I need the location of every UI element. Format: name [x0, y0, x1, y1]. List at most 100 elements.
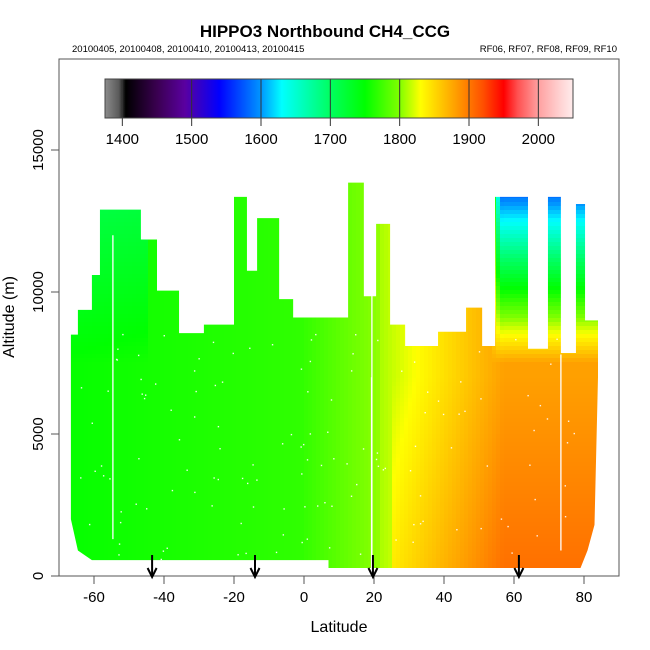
- curtain-cell: [180, 198, 184, 202]
- curtain-cell: [104, 426, 108, 430]
- curtain-cell: [196, 486, 200, 490]
- curtain-cell: [124, 446, 128, 450]
- curtain-cell: [168, 450, 172, 454]
- curtain-cell: [72, 382, 76, 386]
- curtain-cell: [248, 230, 252, 234]
- curtain-cell: [180, 214, 184, 218]
- curtain-cell: [256, 350, 260, 354]
- curtain-cell: [112, 562, 116, 566]
- curtain-cell: [120, 302, 124, 306]
- curtain-cell: [88, 282, 92, 286]
- curtain-cell: [104, 202, 108, 206]
- curtain-cell: [172, 418, 176, 422]
- curtain-cell: [92, 474, 96, 478]
- curtain-cell: [160, 266, 164, 270]
- curtain-cell: [124, 514, 128, 518]
- curtain-cell: [240, 382, 244, 386]
- curtain-cell: [124, 410, 128, 414]
- curtain-cell: [136, 178, 140, 182]
- curtain-cell: [264, 226, 268, 230]
- curtain-cell: [92, 258, 96, 262]
- curtain-cell: [100, 242, 104, 246]
- curtain-cell: [224, 326, 228, 330]
- curtain-cell: [204, 462, 208, 466]
- curtain-cell: [172, 558, 176, 562]
- curtain-cell: [84, 514, 88, 518]
- curtain-cell: [96, 486, 100, 490]
- curtain-cell: [104, 198, 108, 202]
- curtain-cell: [188, 422, 192, 426]
- curtain-cell: [240, 530, 244, 534]
- curtain-cell: [172, 478, 176, 482]
- curtain-cell: [168, 466, 172, 470]
- curtain-cell: [192, 330, 196, 334]
- curtain-cell: [156, 294, 160, 298]
- curtain-cell: [172, 374, 176, 378]
- curtain-cell: [92, 302, 96, 306]
- curtain-cell: [224, 350, 228, 354]
- curtain-cell: [120, 246, 124, 250]
- curtain-cell: [128, 214, 132, 218]
- curtain-cell: [104, 342, 108, 346]
- curtain-cell: [200, 478, 204, 482]
- curtain-cell: [108, 262, 112, 266]
- curtain-cell: [192, 390, 196, 394]
- curtain-cell: [72, 362, 76, 366]
- curtain-cell: [256, 254, 260, 258]
- curtain-cell: [164, 566, 168, 569]
- curtain-cell: [120, 286, 124, 290]
- curtain-cell: [228, 214, 232, 218]
- curtain-cell: [116, 286, 120, 290]
- curtain-cell: [204, 478, 208, 482]
- curtain-cell: [176, 330, 180, 334]
- curtain-cell: [244, 322, 248, 326]
- curtain-cell: [112, 354, 116, 358]
- curtain-cell: [260, 394, 264, 398]
- curtain-cell: [248, 310, 252, 314]
- curtain-cell: [180, 446, 184, 450]
- curtain-cell: [120, 310, 124, 314]
- curtain-cell: [88, 278, 92, 282]
- curtain-cell: [140, 506, 144, 510]
- curtain-cell: [70, 426, 72, 430]
- curtain-cell: [104, 402, 108, 406]
- curtain-cell: [124, 354, 128, 358]
- curtain-cell: [152, 406, 156, 410]
- curtain-cell: [244, 434, 248, 438]
- curtain-cell: [264, 438, 268, 442]
- curtain-cell: [84, 530, 88, 534]
- curtain-cell: [140, 310, 144, 314]
- curtain-cell: [172, 334, 176, 338]
- curtain-cell: [96, 562, 100, 566]
- curtain-cell: [132, 442, 136, 446]
- curtain-cell: [216, 350, 220, 354]
- curtain-cell: [176, 450, 180, 454]
- curtain-cell: [248, 274, 252, 278]
- curtain-cell: [116, 466, 120, 470]
- curtain-cell: [188, 558, 192, 562]
- curtain-cell: [208, 218, 212, 222]
- curtain-cell: [192, 198, 196, 202]
- curtain-cell: [70, 354, 72, 358]
- curtain-cell: [128, 562, 132, 566]
- curtain-cell: [252, 506, 256, 510]
- curtain-cell: [168, 306, 172, 310]
- curtain-cell: [140, 250, 144, 254]
- curtain-cell: [120, 270, 124, 274]
- curtain-cell: [224, 278, 228, 282]
- curtain-cell: [100, 454, 104, 458]
- curtain-cell: [152, 206, 156, 210]
- curtain-cell: [164, 254, 168, 258]
- curtain-cell: [140, 286, 144, 290]
- curtain-cell: [212, 298, 216, 302]
- curtain-cell: [264, 362, 268, 366]
- curtain-cell: [168, 502, 172, 506]
- curtain-cell: [236, 234, 240, 238]
- curtain-cell: [70, 434, 72, 438]
- curtain-cell: [176, 354, 180, 358]
- curtain-cell: [252, 422, 256, 426]
- curtain-cell: [72, 318, 76, 322]
- curtain-cell: [92, 562, 96, 566]
- curtain-cell: [112, 242, 116, 246]
- curtain-cell: [132, 562, 136, 566]
